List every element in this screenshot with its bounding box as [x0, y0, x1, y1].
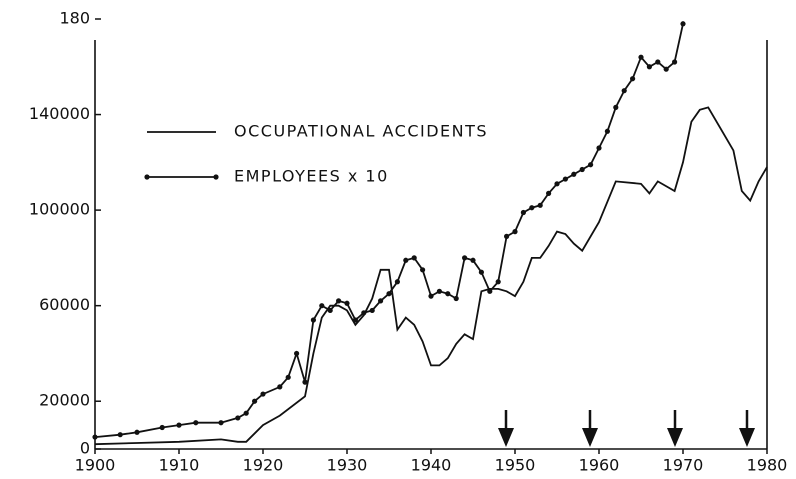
data-point: [672, 59, 678, 65]
arrows: [498, 410, 755, 447]
data-line: [94, 106, 768, 446]
data-point: [352, 317, 358, 323]
data-point: [436, 288, 442, 294]
y-tick-label: 20000: [39, 391, 90, 410]
data-point: [411, 255, 417, 261]
data-point: [453, 295, 459, 302]
data-point: [613, 104, 619, 110]
data-point: [243, 410, 249, 416]
data-point: [638, 54, 644, 60]
data-point: [134, 429, 140, 435]
data-point: [512, 229, 518, 235]
x-tick-label: 1970: [663, 456, 704, 475]
data-point: [596, 145, 602, 151]
x-tick-label: 1940: [411, 456, 452, 475]
data-point: [310, 317, 316, 323]
data-point: [571, 171, 577, 177]
data-point: [327, 307, 333, 314]
legend-label: EMPLOYEES x 10: [234, 167, 389, 186]
data-point: [604, 128, 611, 134]
data-point: [663, 66, 669, 72]
data-point: [277, 384, 283, 390]
data-point: [319, 303, 325, 309]
data-point: [92, 434, 98, 440]
legend-marker: [213, 174, 219, 180]
y-tick-label: 100000: [29, 200, 90, 219]
data-point: [680, 21, 686, 27]
data-point: [420, 267, 426, 273]
data-point: [159, 424, 165, 431]
data-point: [646, 64, 653, 70]
data-point: [621, 88, 627, 94]
data-point: [470, 257, 476, 263]
data-point: [117, 432, 123, 438]
data-point: [655, 59, 661, 65]
data-point: [394, 279, 400, 285]
data-point: [344, 300, 350, 306]
y-tick-label: 140000: [29, 104, 90, 123]
legend-label: OCCUPATIONAL ACCIDENTS: [234, 122, 488, 141]
data-point: [520, 209, 527, 216]
data-point: [445, 291, 451, 297]
data-point: [361, 310, 367, 316]
data-point: [462, 255, 468, 261]
x-tick-label: 1930: [327, 456, 368, 475]
x-tick-label: 1960: [579, 456, 620, 475]
data-point: [285, 374, 291, 380]
x-tick-label: 1910: [159, 456, 200, 475]
data-point: [554, 181, 560, 187]
data-point: [478, 269, 484, 275]
data-point: [260, 391, 266, 397]
data-point: [537, 202, 543, 208]
data-point: [218, 420, 224, 426]
data-point: [386, 291, 392, 297]
data-point: [504, 233, 510, 239]
data-point: [336, 298, 342, 304]
data-point: [588, 162, 594, 168]
x-tick-label: 1980: [747, 456, 788, 475]
data-point: [487, 288, 493, 294]
data-point: [630, 76, 636, 82]
data-point: [562, 176, 569, 182]
data-point: [302, 379, 308, 385]
data-point: [252, 398, 258, 404]
data-point: [369, 307, 375, 314]
data-point: [546, 190, 552, 196]
y-tick-label: 180: [59, 9, 90, 28]
x-tick-label: 1920: [243, 456, 284, 475]
y-tick-label: 60000: [39, 295, 90, 314]
data-point: [294, 350, 300, 357]
legend-marker: [144, 174, 150, 180]
data-point: [235, 415, 241, 421]
data-point: [378, 298, 384, 304]
data-point: [403, 257, 409, 263]
x-tick-label: 1950: [495, 456, 536, 475]
data-point: [193, 420, 199, 426]
x-tick-label: 1900: [75, 456, 116, 475]
data-point: [176, 422, 182, 428]
data-point: [495, 279, 501, 285]
y-tick-label: 0: [80, 439, 90, 458]
data-point: [428, 293, 434, 299]
data-point: [529, 205, 535, 211]
data-point: [579, 166, 585, 173]
